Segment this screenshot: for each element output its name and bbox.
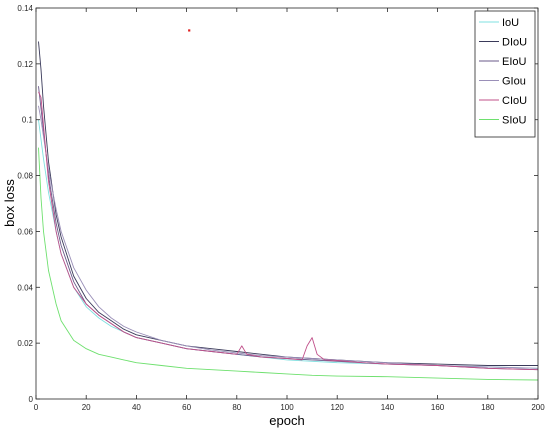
x-tick-label: 80 [232,403,241,412]
y-tick-label: 0.12 [17,60,33,69]
series-line-siou [38,147,539,381]
x-tick-label: 140 [381,403,395,412]
x-tick-label: 180 [481,403,495,412]
x-tick-label: 0 [34,403,39,412]
x-tick-label: 60 [182,403,191,412]
legend-label: IoU [502,17,519,29]
legend-label: GIou [502,76,526,88]
y-axis-label: box loss [2,179,17,227]
series-line-giou [38,105,539,369]
x-tick-label: 120 [331,403,345,412]
y-axis-ticks: 0 0.02 0.04 0.06 0.08 0.1 0.12 0.14 [17,4,538,404]
x-axis-ticks: 0 20 40 60 80 100 120 140 160 180 200 [34,8,545,412]
y-tick-label: 0 [29,395,34,404]
legend-box [474,10,536,138]
y-tick-label: 0.04 [17,283,33,292]
y-tick-label: 0.08 [17,172,33,181]
plot-area [36,8,538,399]
outlier-point [188,29,191,32]
legend-label: DIoU [502,37,527,49]
y-tick-label: 0.1 [22,116,34,125]
series-group [38,41,539,381]
x-tick-label: 200 [531,403,545,412]
y-tick-label: 0.14 [17,4,33,13]
legend-label: SIoU [502,115,527,127]
x-tick-label: 40 [132,403,141,412]
legend-label: EIoU [502,56,527,68]
outlier-group [188,29,191,32]
legend: IoU DIoU EIoU GIou CIoU SIoU [474,10,536,138]
legend-label: CIoU [502,95,527,107]
y-tick-label: 0.06 [17,227,33,236]
series-line-ciou [38,91,539,371]
x-tick-label: 100 [280,403,294,412]
x-tick-label: 20 [82,403,91,412]
y-tick-label: 0.02 [17,339,33,348]
x-axis-label: epoch [269,413,304,428]
x-tick-label: 160 [431,403,445,412]
